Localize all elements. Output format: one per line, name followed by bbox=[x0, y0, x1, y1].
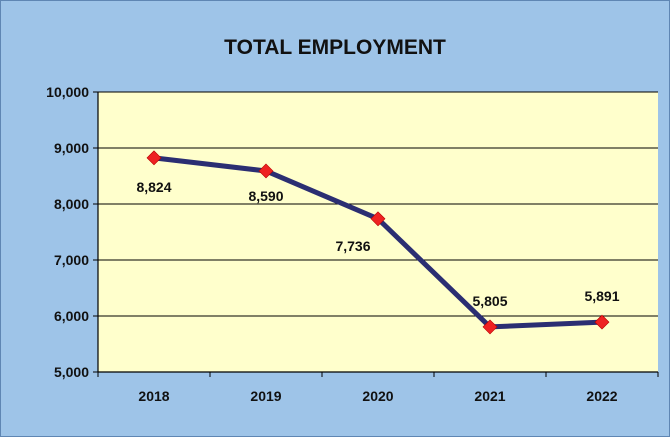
y-tick-label: 5,000 bbox=[54, 364, 89, 380]
data-label: 5,805 bbox=[472, 293, 507, 309]
y-tick-label: 9,000 bbox=[54, 140, 89, 156]
y-tick-label: 7,000 bbox=[54, 252, 89, 268]
y-axis-ticks: 5,000 6,000 7,000 8,000 9,000 10,000 bbox=[46, 84, 98, 380]
x-tick-label: 2020 bbox=[362, 388, 393, 404]
y-tick-label: 6,000 bbox=[54, 308, 89, 324]
y-tick-label: 8,000 bbox=[54, 196, 89, 212]
plot-area bbox=[98, 92, 658, 372]
x-tick-label: 2022 bbox=[586, 388, 617, 404]
data-label: 8,590 bbox=[248, 188, 283, 204]
data-label: 8,824 bbox=[136, 179, 171, 195]
chart-title: TOTAL EMPLOYMENT bbox=[224, 36, 446, 59]
x-tick-label: 2019 bbox=[250, 388, 281, 404]
data-label: 7,736 bbox=[335, 238, 370, 254]
data-label: 5,891 bbox=[584, 288, 619, 304]
x-axis-ticks: 2018 2019 2020 2021 2022 bbox=[98, 372, 658, 404]
x-tick-label: 2021 bbox=[474, 388, 505, 404]
y-tick-label: 10,000 bbox=[46, 84, 89, 100]
x-tick-label: 2018 bbox=[138, 388, 169, 404]
